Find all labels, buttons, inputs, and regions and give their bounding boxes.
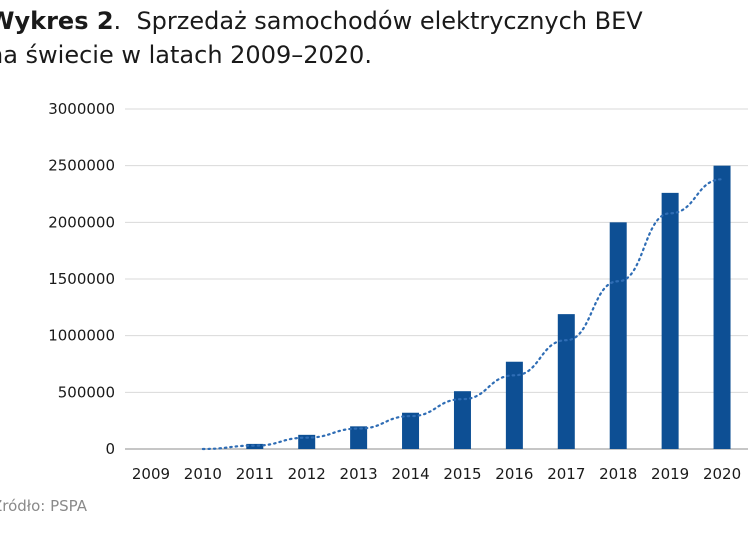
x-tick-label: 2020	[703, 465, 741, 483]
x-tick-label: 2018	[599, 465, 637, 483]
x-tick-label: 2011	[236, 465, 274, 483]
y-tick-label: 2500000	[48, 157, 115, 175]
x-tick-label: 2017	[547, 465, 585, 483]
x-tick-label: 2013	[340, 465, 378, 483]
x-tick-label: 2015	[443, 465, 481, 483]
title-text-1: Sprzedaż samochodów elektrycznych BEV	[136, 7, 643, 35]
x-tick-label: 2019	[651, 465, 689, 483]
y-tick-label: 1000000	[48, 327, 115, 345]
trend-line	[201, 178, 724, 451]
bar-2013	[350, 426, 368, 449]
y-tick-label: 3000000	[48, 100, 115, 118]
title-line-1: Wykres 2. Sprzedaż samochodów elektryczn…	[0, 4, 643, 38]
source-note: Źródło: PSPA	[0, 497, 87, 515]
title-line-2: na świecie w latach 2009–2020.	[0, 41, 372, 69]
x-tick-label: 2014	[391, 465, 429, 483]
bar-2019	[661, 192, 679, 449]
x-tick-label: 2016	[495, 465, 533, 483]
bar-2014	[402, 412, 420, 449]
bar-2015	[453, 391, 471, 449]
y-tick-label: 1500000	[48, 270, 115, 288]
bar-2016	[505, 361, 523, 449]
bar-2020	[713, 165, 731, 449]
x-tick-label: 2010	[184, 465, 222, 483]
y-tick-label: 500000	[58, 383, 115, 401]
title-separator: .	[113, 7, 122, 35]
title-prefix: Wykres 2	[0, 7, 114, 35]
y-tick-label: 0	[105, 440, 115, 458]
x-tick-label: 2009	[132, 465, 170, 483]
y-tick-label: 2000000	[48, 213, 115, 231]
chart-title: Wykres 2. Sprzedaż samochodów elektryczn…	[0, 4, 643, 72]
x-tick-label: 2012	[288, 465, 326, 483]
bar-2018	[609, 222, 627, 449]
bar-2011	[246, 443, 264, 449]
bar-2017	[557, 314, 575, 449]
